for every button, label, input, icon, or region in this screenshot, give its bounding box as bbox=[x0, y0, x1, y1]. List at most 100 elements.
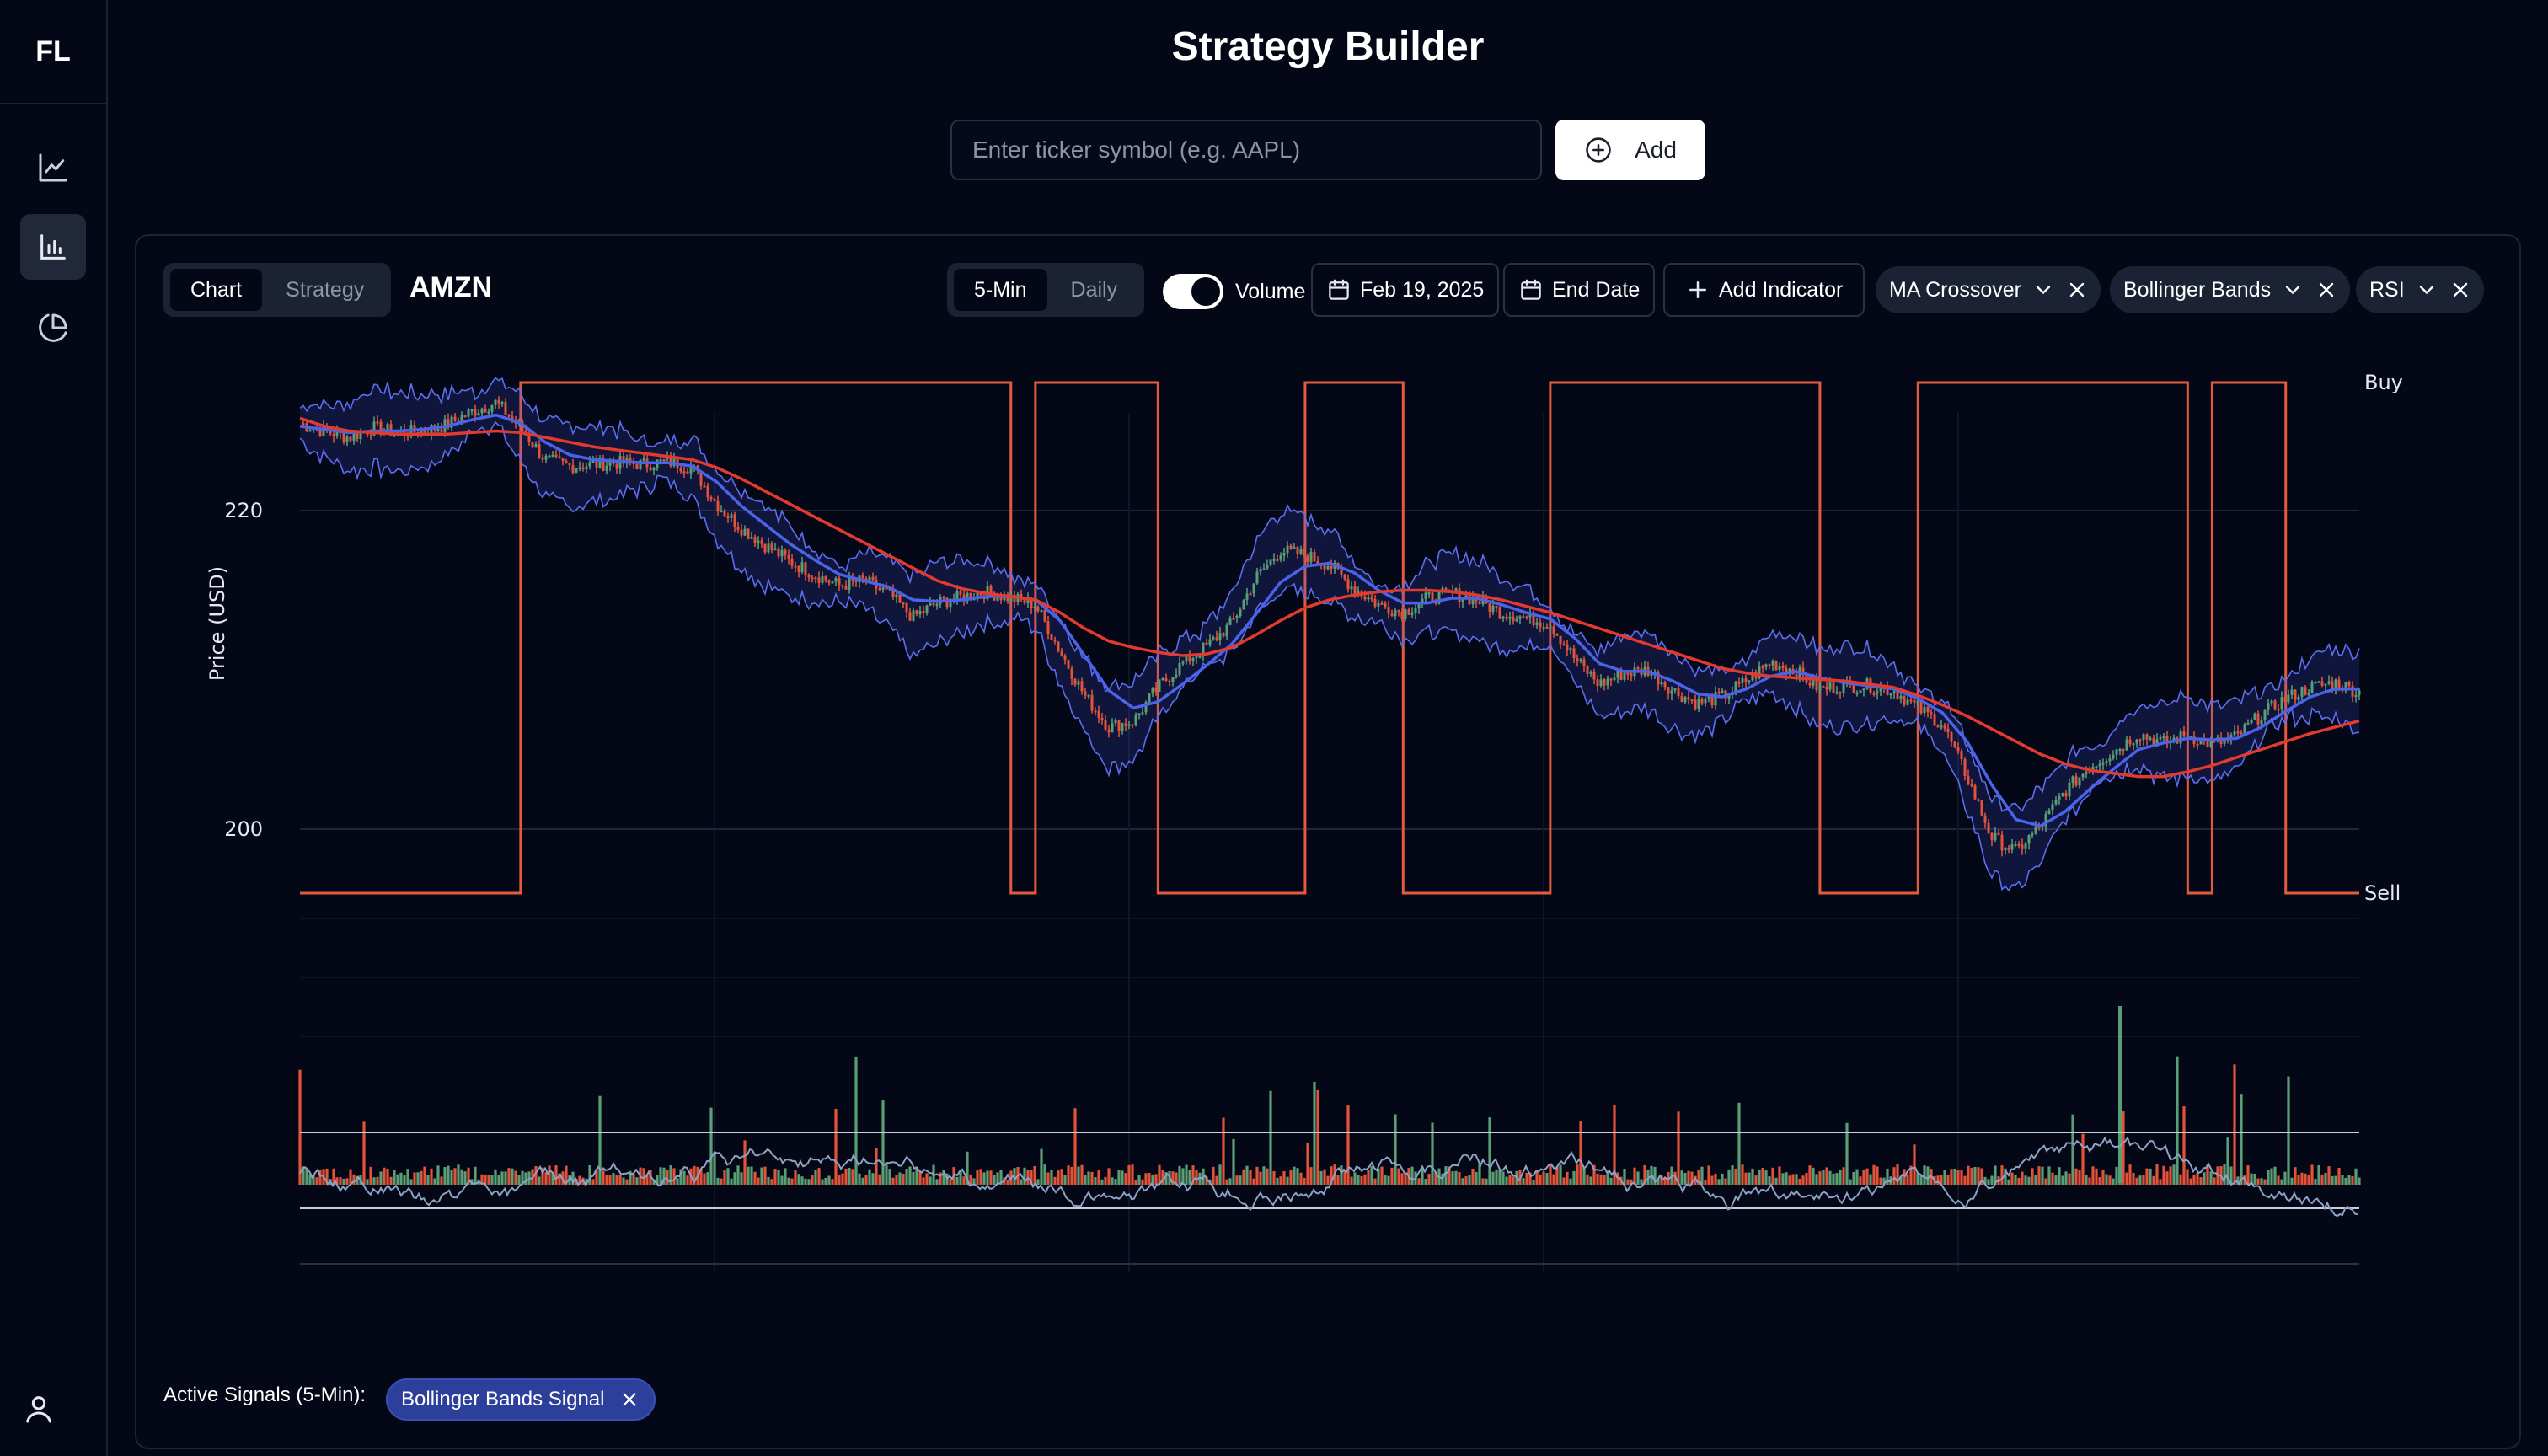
close-icon[interactable] bbox=[2449, 278, 2472, 302]
candle-body bbox=[713, 499, 716, 501]
price-chart[interactable]: 200 220 Price (USD) Buy Sell bbox=[136, 345, 2519, 1373]
volume-bar bbox=[999, 1170, 1003, 1185]
volume-bar bbox=[972, 1178, 976, 1185]
candle-body bbox=[733, 514, 736, 527]
candle-body bbox=[1437, 591, 1441, 604]
volume-bar bbox=[986, 1170, 989, 1185]
interval-daily[interactable]: Daily bbox=[1070, 277, 1118, 302]
volume-bar bbox=[871, 1173, 875, 1185]
volume-bar bbox=[2304, 1173, 2307, 1185]
candle-body bbox=[1306, 555, 1309, 563]
volume-bar bbox=[480, 1174, 484, 1185]
indicator-chip-rsi[interactable]: RSI bbox=[2356, 266, 2484, 313]
candle-body bbox=[2048, 810, 2051, 815]
volume-bar bbox=[2132, 1172, 2135, 1185]
close-icon[interactable] bbox=[2065, 278, 2089, 302]
indicator-chip-ma-crossover[interactable]: MA Crossover bbox=[1876, 266, 2101, 313]
volume-bar bbox=[733, 1172, 736, 1185]
volume-bar bbox=[753, 1171, 757, 1185]
tab-chart[interactable]: Chart bbox=[170, 269, 263, 311]
candle-body bbox=[2095, 766, 2098, 768]
volume-bar bbox=[2064, 1171, 2068, 1185]
candle-body bbox=[2179, 731, 2182, 744]
candle-body bbox=[740, 529, 743, 536]
candle-body bbox=[440, 429, 443, 432]
volume-bar bbox=[2263, 1179, 2267, 1185]
candle-body bbox=[1340, 568, 1343, 575]
volume-bar bbox=[1818, 1171, 1822, 1185]
volume-bar bbox=[679, 1169, 682, 1185]
volume-bar bbox=[777, 1170, 780, 1185]
candle-body bbox=[1293, 547, 1296, 549]
volume-bar bbox=[790, 1178, 794, 1185]
volume-bar bbox=[632, 1174, 635, 1185]
user-profile-button[interactable] bbox=[19, 1389, 59, 1429]
volume-bar bbox=[1252, 1178, 1255, 1185]
candle-body bbox=[1269, 559, 1272, 565]
end-date-button[interactable]: End Date bbox=[1503, 263, 1656, 317]
candle-body bbox=[1737, 682, 1741, 684]
volume-bar bbox=[534, 1165, 538, 1185]
signal-chip-bollinger[interactable]: Bollinger Bands Signal bbox=[386, 1378, 656, 1421]
ticker-search-input[interactable] bbox=[950, 120, 1542, 180]
volume-bar bbox=[895, 1175, 898, 1185]
close-icon[interactable] bbox=[2315, 278, 2338, 302]
candle-body bbox=[1255, 571, 1259, 584]
chevron-down-icon[interactable] bbox=[2031, 278, 2055, 302]
add-indicator-button[interactable]: Add Indicator bbox=[1663, 263, 1866, 317]
chevron-down-icon[interactable] bbox=[2415, 278, 2438, 302]
candle-body bbox=[1313, 552, 1316, 561]
candle-body bbox=[1636, 667, 1640, 670]
add-ticker-button[interactable]: Add bbox=[1555, 120, 1705, 180]
candle-body bbox=[1117, 720, 1121, 731]
candle-body bbox=[2115, 749, 2118, 755]
volume-bar bbox=[1528, 1172, 1532, 1185]
volume-bar bbox=[1633, 1167, 1636, 1185]
indicator-chip-bollinger-bands[interactable]: Bollinger Bands bbox=[2110, 266, 2351, 313]
candle-body bbox=[2007, 848, 2010, 850]
volume-bar bbox=[1117, 1170, 1121, 1185]
candle-body bbox=[622, 456, 625, 464]
volume-bar bbox=[1336, 1175, 1340, 1185]
candle-body bbox=[585, 466, 588, 469]
volume-bar bbox=[2209, 1171, 2213, 1185]
volume-bar bbox=[2236, 1176, 2240, 1185]
candle-body bbox=[1222, 633, 1225, 637]
candle-body bbox=[403, 430, 406, 436]
sidebar-item-pie-chart[interactable] bbox=[20, 295, 86, 361]
candle-body bbox=[1940, 725, 1943, 728]
volume-toggle[interactable] bbox=[1163, 274, 1223, 309]
volume-bar bbox=[511, 1168, 514, 1185]
volume-bar bbox=[827, 1175, 831, 1185]
start-date-button[interactable]: Feb 19, 2025 bbox=[1311, 263, 1500, 317]
interval-5min[interactable]: 5-Min bbox=[954, 269, 1047, 311]
tab-strategy[interactable]: Strategy bbox=[286, 277, 365, 302]
candle-body bbox=[1471, 597, 1475, 605]
candle-body bbox=[760, 540, 763, 544]
volume-bar bbox=[1228, 1178, 1232, 1185]
volume-bar bbox=[2034, 1175, 2037, 1185]
volume-bar bbox=[2071, 1114, 2074, 1185]
volume-bar bbox=[1478, 1164, 1481, 1185]
candle-body bbox=[2253, 713, 2256, 720]
volume-bar bbox=[1073, 1108, 1077, 1185]
candle-body bbox=[467, 410, 470, 417]
close-icon[interactable] bbox=[618, 1389, 640, 1410]
volume-bar bbox=[585, 1178, 588, 1185]
volume-bar bbox=[652, 1179, 656, 1185]
sidebar-item-line-chart[interactable] bbox=[20, 135, 86, 201]
volume-bar bbox=[1178, 1165, 1181, 1185]
sidebar-item-bar-chart[interactable] bbox=[20, 214, 86, 280]
volume-bar bbox=[2310, 1164, 2314, 1185]
candle-body bbox=[1296, 547, 1299, 555]
candle-body bbox=[689, 466, 693, 474]
candle-body bbox=[2290, 689, 2294, 695]
candle-body bbox=[571, 465, 575, 473]
candle-body bbox=[1886, 687, 1889, 695]
volume-bar bbox=[1454, 1170, 1458, 1185]
chevron-down-icon[interactable] bbox=[2281, 278, 2304, 302]
candle-body bbox=[575, 468, 578, 473]
volume-bar bbox=[1886, 1168, 1889, 1185]
volume-bar bbox=[1417, 1178, 1421, 1185]
candle-body bbox=[821, 575, 824, 583]
